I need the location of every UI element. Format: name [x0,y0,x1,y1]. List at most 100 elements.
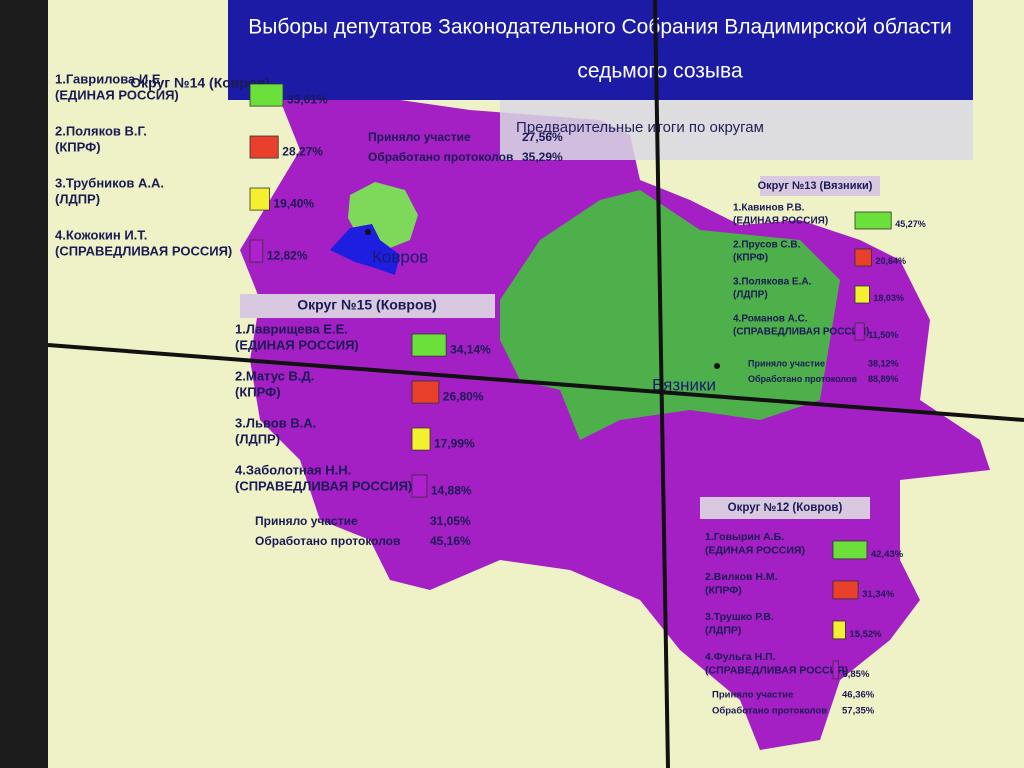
candidate-party: (КПРФ) [733,253,768,264]
map-label: Ковров [372,247,428,266]
candidate-name: 1.Лаврищева Е.Е. [235,321,348,336]
result-bar [411,427,431,451]
district-title-box [760,176,880,196]
result-bar [832,620,846,640]
candidate-name: 2.Вилков Н.М. [705,571,778,583]
district-title-box [240,294,495,318]
result-label: 6,85% [842,669,869,680]
stat-value: 35,29% [522,150,563,164]
kovrov-city [330,224,400,275]
candidate-name: 2.Поляков В.Г. [55,123,147,138]
result-label: 20,64% [876,256,907,266]
result-bar [832,660,839,680]
candidate-name: 4.Романов А.С. [733,314,808,325]
district-title-box [700,497,870,519]
result-label: 45,27% [895,219,926,229]
stat-value: 57,35% [842,706,875,717]
result-bar [854,248,872,267]
candidate-name: 3.Трушко Р.В. [705,611,774,623]
stat-label: Приняло участие [368,130,471,144]
stat-value: 46,36% [842,690,875,701]
candidate-party: (ЕДИНАЯ РОССИЯ) [733,216,828,227]
result-bar [249,135,279,159]
result-bar [411,333,447,357]
district-title: Округ №12 (Ковров) [728,502,843,514]
subtitle: Предварительные итоги по округам [516,119,764,136]
result-label: 31,34% [862,589,895,600]
result-label: 11,50% [868,330,898,340]
stat-label: Обработано протоколов [368,150,513,164]
stat-label: Приняло участие [748,358,825,368]
city-dot [365,229,371,235]
result-label: 14,88% [431,484,472,498]
candidate-party: (ЕДИНАЯ РОССИЯ) [55,87,179,102]
bezel [47,343,1024,422]
title-line: седьмого созыва [577,60,743,83]
stat-value: 88,89% [868,374,899,384]
candidate-party: (КПРФ) [55,139,101,154]
candidate-name: 4.Фульга Н.П. [705,651,776,663]
candidate-name: 4.Заболотная Н.Н. [235,462,351,477]
result-bar [249,239,264,263]
city-dot [714,363,720,369]
candidate-party: (СПРАВЕДЛИВАЯ РОССИЯ) [235,478,412,493]
result-label: 26,80% [443,390,484,404]
result-label: 15,52% [849,629,882,640]
result-label: 12,82% [267,249,308,263]
candidate-party: (ЕДИНАЯ РОССИЯ) [235,337,359,352]
result-bar [411,380,440,404]
map-label: Вязники [652,375,716,394]
candidate-name: 2.Матус В.Д. [235,368,314,383]
result-label: 19,40% [273,197,314,211]
bezel [653,0,670,768]
candidate-name: 3.Трубников А.А. [55,175,164,190]
result-label: 28,27% [282,145,323,159]
result-bar [249,187,270,211]
stat-label: Обработано протоколов [712,706,827,717]
stat-value: 38,12% [868,358,899,368]
candidate-party: (ЛДПР) [705,624,741,636]
result-label: 33,01% [287,93,328,107]
districts: Округ №14 (Ковров)1.Гаврилова И.Е.(ЕДИНА… [55,71,926,716]
subtitle-bar [500,100,973,160]
result-bar [854,285,870,304]
result-bar [249,83,284,107]
candidate-party: (СПРАВЕДЛИВАЯ РОССИЯ) [733,327,869,338]
candidate-party: (ЛДПР) [235,431,280,446]
stat-label: Приняло участие [712,690,793,701]
candidate-name: 1.Кавинов Р.В. [733,203,805,214]
candidate-name: 4.Кожокин И.Т. [55,227,147,242]
candidate-party: (КПРФ) [705,584,742,596]
candidate-name: 2.Прусов С.В. [733,240,801,251]
result-label: 17,99% [434,437,475,451]
title-bar [228,0,973,100]
candidate-party: (КПРФ) [235,384,281,399]
district-title: Округ №15 (Ковров) [297,297,437,313]
district-title: Округ №13 (Вязники) [758,180,873,192]
candidate-name: 1.Говырин А.Б. [705,531,784,543]
stat-label: Обработано протоколов [255,534,400,548]
candidate-party: (ЛДПР) [733,290,768,301]
candidate-party: (СПРАВЕДЛИВАЯ РОССИЯ) [55,243,232,258]
title-line: Выборы депутатов Законодательного Собран… [248,16,951,39]
candidate-name: 3.Львов В.А. [235,415,316,430]
stat-label: Приняло участие [255,514,358,528]
candidate-name: 3.Полякова Е.А. [733,277,812,288]
stat-value: 31,05% [430,514,471,528]
candidate-party: (СПРАВЕДЛИВАЯ РОССИЯ) [705,664,848,676]
stat-value: 45,16% [430,534,471,548]
stat-label: Обработано протоколов [748,374,857,384]
result-bar [854,211,892,230]
district-title: Округ №14 (Ковров) [130,75,270,91]
result-bar [411,474,428,498]
candidate-party: (ЛДПР) [55,191,100,206]
result-bar [832,540,868,560]
candidate-party: (ЕДИНАЯ РОССИЯ) [705,544,805,556]
stat-value: 27,56% [522,130,563,144]
result-label: 18,03% [873,293,904,303]
result-bar [854,322,865,341]
vyazniki-region [500,190,840,440]
result-bar [832,580,859,600]
result-label: 34,14% [450,343,491,357]
